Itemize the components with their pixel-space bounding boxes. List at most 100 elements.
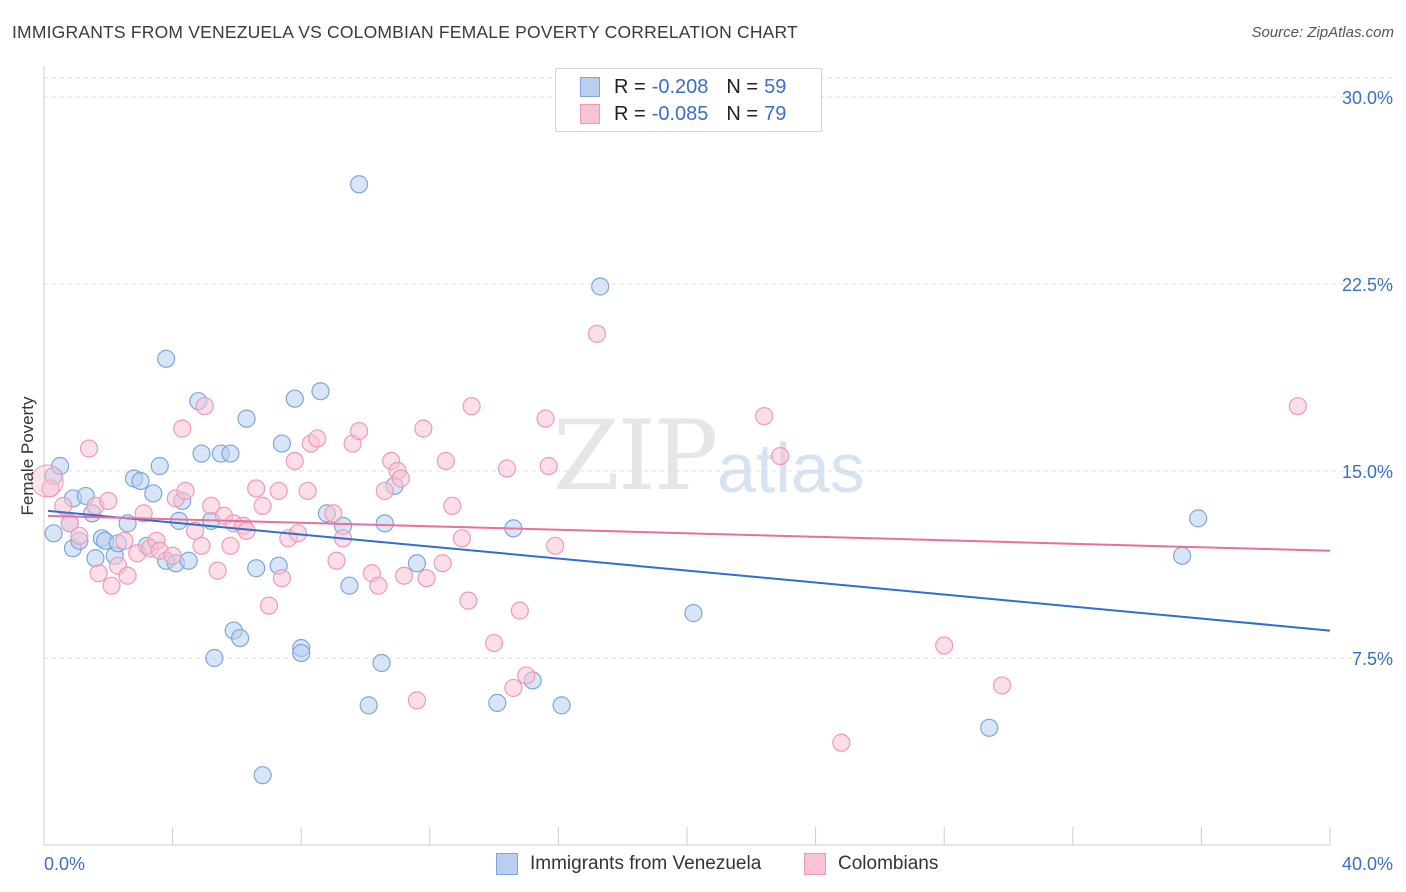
legend-swatch-blue <box>496 853 518 875</box>
venezuela-point <box>372 653 391 673</box>
colombians-point <box>324 504 343 523</box>
legend-row-venezuela: R = -0.208 N = 59 <box>580 74 786 100</box>
colombians-point <box>176 481 195 501</box>
colombians-point <box>391 469 410 488</box>
colombians-point <box>935 636 954 655</box>
colombians-trendline <box>47 514 1331 552</box>
venezuela-point <box>407 554 427 573</box>
colombians-point <box>587 324 607 343</box>
colombians-point <box>99 491 118 511</box>
colombians-point <box>269 481 288 501</box>
colombians-point <box>414 419 433 438</box>
colombians-point <box>30 464 64 498</box>
colombians-point <box>417 569 436 588</box>
venezuela-point <box>221 444 240 463</box>
y-tick-label: 7.5% <box>1352 649 1393 669</box>
venezuela-point <box>340 576 359 595</box>
venezuela-point <box>179 551 198 570</box>
colombians-point <box>546 536 565 555</box>
colombians-point <box>221 536 240 555</box>
venezuela-point <box>552 696 571 715</box>
venezuela-point <box>980 718 999 737</box>
colombians-point <box>89 564 108 583</box>
colombians-point <box>173 419 192 438</box>
colombians-point <box>443 496 462 516</box>
venezuela-point <box>157 349 176 368</box>
venezuela-point <box>292 643 311 663</box>
colombians-point <box>375 481 394 501</box>
venezuela-point <box>169 511 189 530</box>
colombians-point <box>115 531 134 550</box>
chart-title: IMMIGRANTS FROM VENEZUELA VS COLOMBIAN F… <box>12 22 798 42</box>
venezuela-point <box>375 514 394 533</box>
colombians-point <box>192 536 211 555</box>
colombians-point <box>407 691 427 710</box>
venezuela-point <box>359 696 378 715</box>
legend-item-venezuela: Immigrants from Venezuela <box>496 852 761 876</box>
colombians-point <box>163 546 182 565</box>
colombians-point <box>118 566 137 585</box>
venezuela-point <box>231 628 250 648</box>
legend-label-venezuela: Immigrants from Venezuela <box>530 853 762 874</box>
venezuela-point <box>1173 546 1192 565</box>
colombians-point <box>433 554 452 573</box>
colombians-point <box>285 451 304 471</box>
colombians-point <box>272 569 292 588</box>
legend-label-colombians: Colombians <box>838 853 939 874</box>
legend-swatch-pink <box>804 853 826 875</box>
colombians-point <box>517 666 536 685</box>
colombians-point <box>369 576 388 595</box>
colombians-point <box>308 429 327 448</box>
colombians-point <box>247 479 266 498</box>
colombians-point <box>195 397 214 416</box>
venezuela-point <box>311 382 330 401</box>
n-label: N = <box>726 102 759 125</box>
venezuela-point <box>285 389 304 408</box>
n-label: N = <box>726 75 759 98</box>
venezuela-trendline <box>47 509 1331 632</box>
venezuela-point <box>488 693 507 712</box>
colombians-point <box>54 496 73 516</box>
colombians-point <box>832 733 851 752</box>
watermark-zip: ZIP <box>553 400 718 512</box>
watermark-atlas: atlas <box>717 429 865 507</box>
x-tick-label: 40.0% <box>1342 854 1393 874</box>
venezuela-point <box>192 444 211 463</box>
venezuela-point <box>684 604 703 623</box>
n-value: 79 <box>764 102 787 125</box>
y-tick-label: 15.0% <box>1342 462 1393 482</box>
colombians-point <box>504 678 523 698</box>
colombians-point <box>298 481 317 501</box>
x-tick-label: 0.0% <box>44 854 85 874</box>
y-tick-label: 22.5% <box>1342 275 1393 295</box>
r-value: -0.085 <box>651 102 709 125</box>
colombians-point <box>1288 397 1307 416</box>
legend-item-colombians: Colombians <box>804 852 938 876</box>
venezuela-point <box>150 456 169 476</box>
venezuela-point <box>86 549 105 568</box>
colombians-point <box>327 551 346 570</box>
colombians-point <box>186 521 205 540</box>
r-label: R = <box>614 102 646 125</box>
colombians-point <box>253 496 272 516</box>
colombians-point <box>459 591 478 610</box>
venezuela-point <box>205 648 224 668</box>
colombians-point <box>539 456 558 476</box>
r-value: -0.208 <box>651 75 709 98</box>
colombians-point <box>208 561 227 580</box>
venezuela-point <box>237 409 256 428</box>
colombians-point <box>510 601 529 620</box>
colombians-point <box>497 459 517 478</box>
y-axis-label: Female Poverty <box>18 396 37 516</box>
colombians-point <box>536 409 555 428</box>
venezuela-point <box>349 175 369 194</box>
colombians-point <box>485 633 504 653</box>
venezuela-point <box>272 434 292 453</box>
colombians-point <box>70 526 89 545</box>
legend-swatch-blue <box>580 77 600 97</box>
colombians-point <box>755 407 774 426</box>
colombians-point <box>60 514 79 533</box>
venezuela-point <box>247 559 266 578</box>
colombians-point <box>992 676 1012 695</box>
